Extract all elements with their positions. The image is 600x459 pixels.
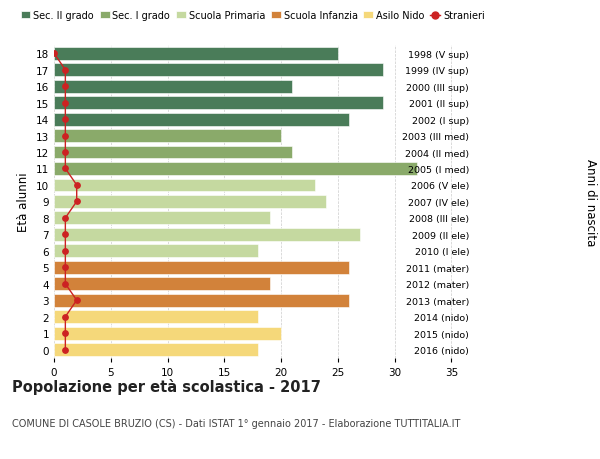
Point	[61, 330, 70, 337]
Bar	[54, 278, 269, 291]
Point	[61, 346, 70, 353]
Point	[61, 215, 70, 222]
Point	[72, 297, 82, 304]
Point	[61, 149, 70, 157]
Bar	[54, 261, 349, 274]
Bar	[54, 97, 383, 110]
Point	[61, 247, 70, 255]
Bar	[54, 229, 361, 241]
Bar	[54, 146, 292, 159]
Bar	[54, 162, 417, 175]
Point	[61, 67, 70, 74]
Point	[61, 133, 70, 140]
Bar	[54, 113, 349, 126]
Point	[61, 116, 70, 123]
Point	[61, 313, 70, 321]
Bar	[54, 294, 349, 307]
Legend: Sec. II grado, Sec. I grado, Scuola Primaria, Scuola Infanzia, Asilo Nido, Stran: Sec. II grado, Sec. I grado, Scuola Prim…	[17, 7, 488, 25]
Bar	[54, 81, 292, 93]
Bar	[54, 212, 269, 225]
Bar	[54, 64, 383, 77]
Bar	[54, 196, 326, 208]
Bar	[54, 343, 259, 356]
Text: Anni di nascita: Anni di nascita	[584, 158, 597, 246]
Bar	[54, 245, 259, 257]
Point	[61, 231, 70, 239]
Point	[61, 165, 70, 173]
Bar	[54, 179, 315, 192]
Point	[61, 83, 70, 90]
Point	[49, 50, 59, 58]
Text: COMUNE DI CASOLE BRUZIO (CS) - Dati ISTAT 1° gennaio 2017 - Elaborazione TUTTITA: COMUNE DI CASOLE BRUZIO (CS) - Dati ISTA…	[12, 418, 460, 428]
Point	[72, 198, 82, 206]
Y-axis label: Età alunni: Età alunni	[17, 172, 31, 232]
Bar	[54, 327, 281, 340]
Point	[61, 100, 70, 107]
Point	[61, 280, 70, 288]
Text: Popolazione per età scolastica - 2017: Popolazione per età scolastica - 2017	[12, 379, 321, 395]
Bar	[54, 48, 338, 61]
Bar	[54, 311, 259, 323]
Point	[72, 182, 82, 189]
Point	[61, 264, 70, 271]
Bar	[54, 130, 281, 143]
